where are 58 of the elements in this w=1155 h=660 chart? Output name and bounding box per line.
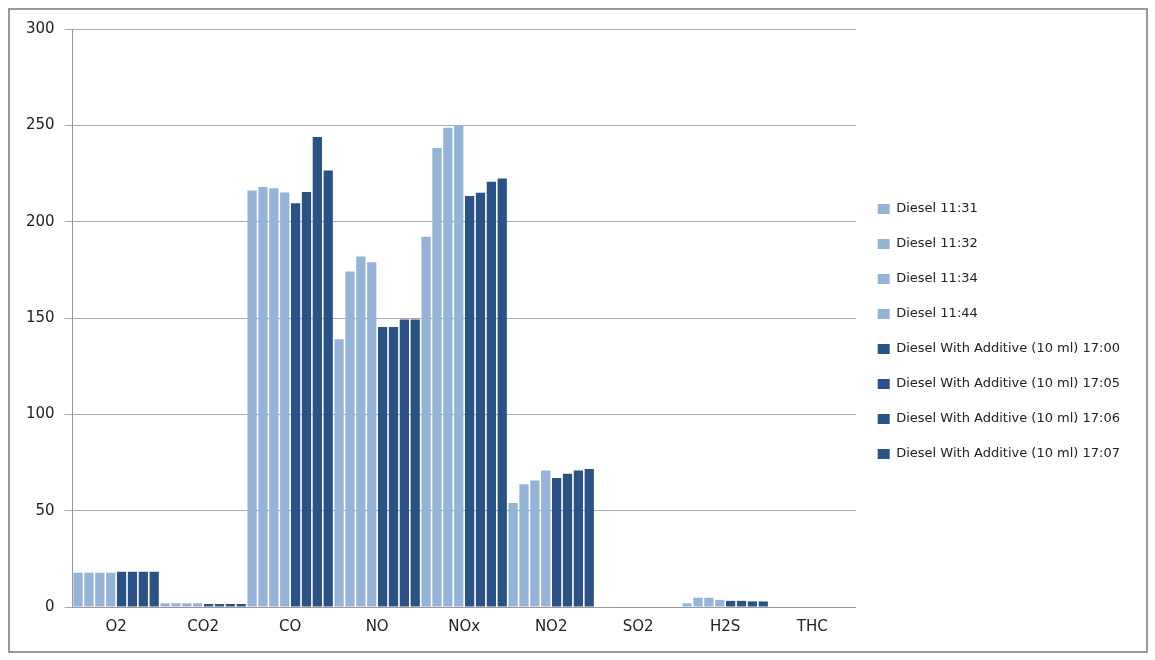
x-tick-label: NO xyxy=(365,616,389,635)
bar xyxy=(290,203,301,607)
bar xyxy=(388,327,399,607)
x-tick-label: NOx xyxy=(448,616,481,635)
legend-label: Diesel 11:32 xyxy=(896,235,978,251)
bar xyxy=(454,125,464,607)
legend-label: Diesel With Additive (10 ml) 17:00 xyxy=(896,340,1121,356)
bar xyxy=(280,192,290,607)
bar xyxy=(562,473,573,607)
y-tick-label: 0 xyxy=(45,596,55,615)
bar xyxy=(486,181,496,607)
x-tick-label: NO2 xyxy=(534,616,568,635)
legend-label: Diesel 11:44 xyxy=(896,305,978,321)
bar xyxy=(377,327,388,607)
bar xyxy=(736,600,747,607)
bar xyxy=(312,136,322,607)
y-tick-label: 300 xyxy=(25,18,55,37)
bar xyxy=(758,601,768,607)
bar xyxy=(584,469,594,607)
bar xyxy=(367,262,377,607)
bar xyxy=(116,571,127,607)
legend-label: Diesel 11:34 xyxy=(896,270,978,286)
bar xyxy=(410,319,420,607)
x-tick-label: O2 xyxy=(105,616,127,635)
y-tick-label: 50 xyxy=(35,500,55,519)
y-tick-label: 150 xyxy=(25,307,55,326)
bar xyxy=(541,470,551,607)
bar xyxy=(149,571,159,607)
x-tick-label: H2S xyxy=(710,616,741,635)
bar xyxy=(399,319,409,607)
bar xyxy=(225,604,235,607)
x-tick-label: CO xyxy=(279,616,302,635)
bar xyxy=(552,477,562,607)
bar xyxy=(747,601,758,607)
x-tick-label: SO2 xyxy=(622,616,654,635)
legend-label: Diesel With Additive (10 ml) 17:05 xyxy=(896,375,1121,391)
bar xyxy=(193,603,203,607)
x-tick-label: THC xyxy=(795,616,828,635)
bar xyxy=(301,192,312,607)
y-tick-label: 200 xyxy=(25,211,55,230)
legend-label: Diesel With Additive (10 ml) 17:06 xyxy=(896,410,1121,426)
bar xyxy=(127,571,138,607)
bar xyxy=(203,604,214,607)
x-tick-label: CO2 xyxy=(187,616,220,635)
y-tick-label: 100 xyxy=(25,404,55,423)
legend-label: Diesel With Additive (10 ml) 17:07 xyxy=(896,445,1121,461)
bar xyxy=(573,470,583,607)
bar xyxy=(464,196,475,607)
bar xyxy=(214,604,225,607)
bar xyxy=(323,170,333,607)
bar xyxy=(138,571,148,607)
bar xyxy=(475,192,486,607)
bar xyxy=(236,604,246,607)
bar xyxy=(726,600,736,607)
bar xyxy=(106,572,116,607)
legend-label: Diesel 11:31 xyxy=(896,200,978,216)
bar xyxy=(497,178,507,607)
y-tick-label: 250 xyxy=(25,115,55,134)
